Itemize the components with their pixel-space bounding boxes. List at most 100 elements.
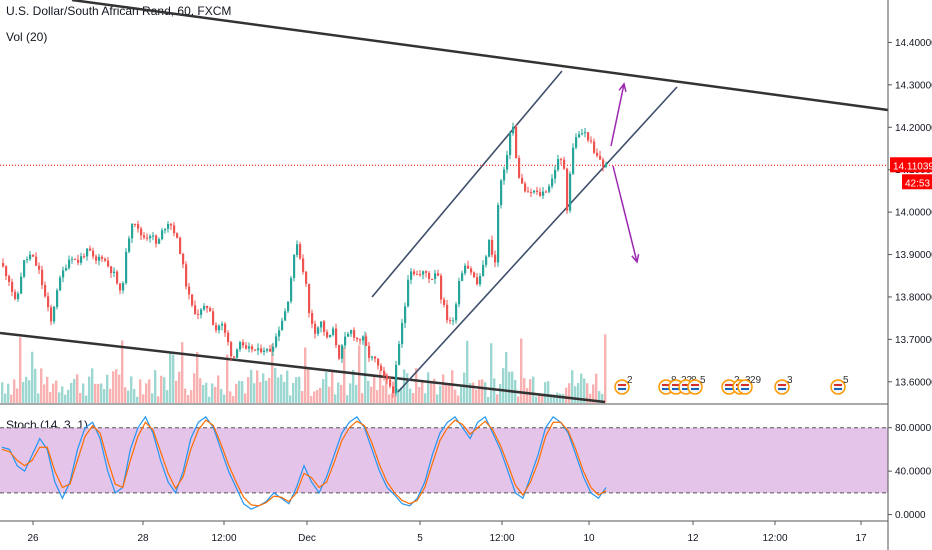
volume-bar [16,388,19,403]
volume-bar [340,384,343,403]
candle-body [575,137,578,148]
candle-body [170,223,173,226]
event-markers: 282285232935 [614,375,849,395]
candle-body [179,237,182,254]
last-price-badge[interactable] [890,157,932,173]
candle-body [458,280,461,305]
y-tick-label: 14.00000 [895,208,932,219]
candle-body [320,321,323,328]
volume-bar [313,391,316,403]
candle-body [482,264,485,277]
volume-bar [88,376,91,403]
y-tick-label: 14.30000 [895,80,932,91]
volume-bar [292,382,295,403]
candle-body [560,159,563,161]
x-tick-label: 10 [583,533,595,544]
volume-bar [418,386,421,403]
candle-body [167,223,170,229]
candle-body [227,332,230,343]
volume-indicator-label[interactable]: Vol (20) [6,30,48,44]
flag-stripe [682,384,690,386]
candle-body [59,277,62,291]
candle-body [587,132,590,141]
axes: 13.60000 13.70000 13.80000 13.90000 14.00000… [27,0,932,550]
candle-body [68,259,71,269]
us-flag-icon [774,379,790,395]
upper-trendline[interactable] [71,0,889,112]
candle-body [491,239,494,255]
volume-bar [484,382,487,403]
candle-body [377,358,380,366]
candle-body [515,126,518,159]
flag-stripe [691,384,699,386]
volume-bar [382,385,385,403]
volume-bar [337,382,340,403]
candle-body [368,345,371,358]
candle-body [20,276,23,294]
volume-bar [40,368,43,403]
volume-bar [193,373,196,403]
up-arrow[interactable] [610,83,625,147]
flag-stripe [662,388,670,390]
candle-body [455,304,458,321]
volume-bar [520,338,523,403]
lower-trendline[interactable] [0,331,606,404]
down-arrow[interactable] [612,165,638,263]
candle-body [218,325,221,331]
volume-bar [157,396,160,403]
candle-body [512,126,515,134]
volume-bar [187,395,190,403]
volume-bar [109,388,112,403]
candle-body [251,346,254,350]
economic-event-marker[interactable]: 29 [737,375,762,395]
candle-body [335,328,338,346]
volume-bar [361,393,364,403]
candle-body [596,152,599,156]
volume-bar [280,374,283,403]
channel-upper-line[interactable] [371,70,563,298]
volume-bar [238,380,241,403]
candle-body [206,306,209,309]
volume-bar [232,396,235,403]
volume-bar [106,374,109,403]
volume-bar [490,343,493,403]
economic-event-marker[interactable]: 2 [614,375,633,395]
grid [0,403,888,522]
economic-event-marker[interactable]: 3 [774,375,793,395]
candle-body [506,154,509,170]
volume-bar [52,383,55,403]
economic-event-marker[interactable]: 5 [687,375,706,395]
candle-body [83,256,86,258]
candle-body [524,183,527,192]
candle-body [248,346,251,349]
candle-body [92,250,95,257]
candle-body [536,190,539,192]
candle-body [479,276,482,285]
channel-lower-line[interactable] [397,86,678,393]
volume-bar [397,388,400,403]
x-tick-label: 12:00 [762,533,787,544]
event-count-label: 3 [787,375,793,386]
stoch-d-line[interactable] [1,419,607,507]
candle-body [191,294,194,306]
volume-bar [430,381,433,403]
candle-body [104,258,107,261]
flag-stripe [725,384,733,386]
volume-bar [454,389,457,403]
candle-body [158,239,161,244]
stoch-k-line[interactable] [1,415,607,510]
candle-body [302,258,305,272]
flag-stripe [618,384,626,386]
candle-body [8,276,11,282]
volume-bar [463,372,466,403]
volume-bar [298,376,301,403]
candle-body [386,375,389,380]
volume-bar [367,380,370,403]
candle-body [410,271,413,280]
volume-bar [28,380,31,403]
candle-body [572,147,575,174]
volume-bar [400,387,403,403]
economic-event-marker[interactable]: 5 [830,375,849,395]
candle-body [398,344,401,365]
